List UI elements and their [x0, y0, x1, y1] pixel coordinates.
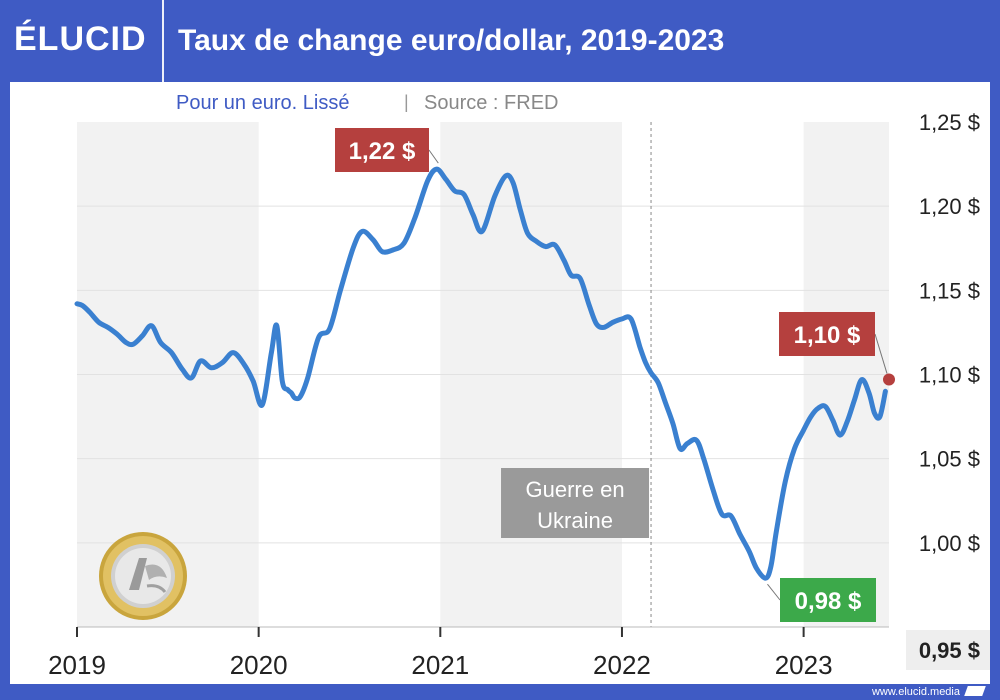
x-tick-label: 2021	[411, 650, 469, 680]
event-label-line1: Guerre en	[526, 477, 625, 502]
x-tick-label: 2023	[775, 650, 833, 680]
x-tick-label: 2019	[48, 650, 106, 680]
chart-subtitle: Pour un euro. Lissé	[176, 92, 349, 114]
y-tick-label: 1,00 $	[919, 531, 980, 556]
header: ÉLUCID Taux de change euro/dollar, 2019-…	[0, 0, 1000, 82]
y-axis-ticks: 1,25 $ 1,20 $ 1,15 $ 1,10 $ 1,05 $ 1,00 $ 0,95…	[906, 110, 990, 670]
chart-panel: Guerre en Ukraine 1,25 $ 1,20 $ 1,15 $ 1,10…	[10, 82, 990, 684]
event-label-line2: Ukraine	[537, 508, 613, 533]
x-tick-label: 2020	[230, 650, 288, 680]
y-tick-label: 1,20 $	[919, 194, 980, 219]
header-divider	[162, 0, 164, 82]
ukraine-war-annotation: Guerre en Ukraine	[501, 468, 650, 538]
y-tick-label: 1,15 $	[919, 278, 980, 303]
elucid-logo[interactable]: ÉLUCID	[14, 20, 147, 58]
y-tick-label: 0,95 $	[919, 638, 980, 663]
chart-source: Source : FRED	[424, 92, 558, 114]
elucid-flag-icon	[964, 686, 986, 696]
euro-coin-icon	[99, 532, 187, 620]
subtitle-separator: |	[404, 92, 409, 112]
y-tick-highlight	[906, 630, 990, 670]
y-tick-label: 1,05 $	[919, 447, 980, 472]
end-annotation: 1,10 $	[779, 312, 895, 386]
max-annotation: 1,22 $	[335, 128, 439, 172]
min-annotation: 0,98 $	[767, 578, 876, 622]
max-label: 1,22 $	[349, 138, 416, 165]
chart-title: Taux de change euro/dollar, 2019-2023	[178, 24, 725, 57]
grid-lines	[77, 205, 889, 544]
exchange-rate-chart: Guerre en Ukraine 1,25 $ 1,20 $ 1,15 $ 1,10…	[48, 92, 990, 680]
eur-usd-series-line	[74, 166, 888, 581]
y-tick-label: 1,10 $	[919, 363, 980, 388]
end-label: 1,10 $	[794, 322, 861, 349]
min-label: 0,98 $	[795, 588, 862, 615]
end-point-marker	[883, 373, 895, 386]
x-tick-label: 2022	[593, 650, 651, 680]
x-axis-ticks: 2019 2020 2021 2022 2023	[48, 626, 889, 680]
footer-credit[interactable]: www.elucid.media	[871, 686, 960, 698]
y-tick-label: 1,25 $	[919, 110, 980, 135]
